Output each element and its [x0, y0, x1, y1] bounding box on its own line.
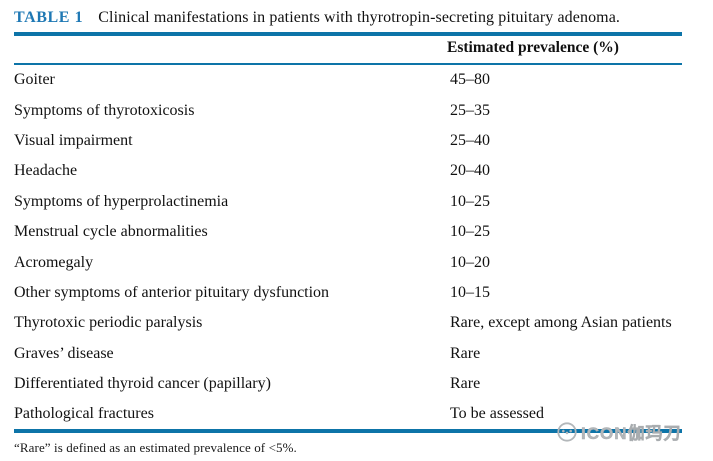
prevalence-cell: 25–35	[450, 101, 490, 119]
manifestation-cell: Pathological fractures	[14, 405, 154, 423]
manifestation-cell: Thyrotoxic periodic paralysis	[14, 314, 203, 332]
table-row: Symptoms of hyperprolactinemia 10–25	[14, 187, 682, 217]
prevalence-cell: 20–40	[450, 162, 490, 180]
table-row: Visual impairment 25–40	[14, 126, 682, 156]
gamma-knife-logo-icon	[557, 421, 577, 442]
table-row: Thyrotoxic periodic paralysis Rare, exce…	[14, 308, 682, 338]
manifestation-cell: Goiter	[14, 71, 55, 89]
table-body: Goiter 45–80 Symptoms of thyrotoxicosis …	[14, 65, 682, 430]
table-row: Pathological fractures To be assessed	[14, 399, 682, 429]
manifestation-cell: Menstrual cycle abnormalities	[14, 223, 208, 241]
table-footnote: “Rare” is defined as an estimated preval…	[14, 440, 297, 455]
prevalence-cell: 10–25	[450, 223, 490, 241]
table-row: Graves’ disease Rare	[14, 339, 682, 369]
manifestation-cell: Differentiated thyroid cancer (papillary…	[14, 375, 271, 393]
manifestation-cell: Graves’ disease	[14, 344, 114, 362]
prevalence-cell: 10–25	[450, 192, 490, 210]
table-row: Differentiated thyroid cancer (papillary…	[14, 369, 682, 399]
manifestation-cell: Symptoms of hyperprolactinemia	[14, 192, 229, 210]
prevalence-cell: Rare	[450, 344, 481, 362]
watermark-text: ICON伽玛刀	[581, 424, 682, 444]
manifestation-cell: Symptoms of thyrotoxicosis	[14, 101, 195, 119]
table-row: Menstrual cycle abnormalities 10–25	[14, 217, 682, 247]
bottom-rule	[14, 429, 682, 433]
top-rule	[14, 32, 682, 36]
header-rule	[14, 63, 682, 65]
prevalence-cell: Rare, except among Asian patients	[450, 314, 672, 332]
table-row: Headache 20–40	[14, 156, 682, 186]
watermark: ICON伽玛刀	[556, 419, 682, 444]
table-row: Acromegaly 10–20	[14, 247, 682, 277]
table-row: Other symptoms of anterior pituitary dys…	[14, 278, 682, 308]
prevalence-cell: To be assessed	[450, 405, 544, 423]
table-number-label: TABLE 1	[14, 9, 84, 26]
manifestation-cell: Other symptoms of anterior pituitary dys…	[14, 283, 330, 301]
prevalence-cell: Rare	[450, 375, 481, 393]
prevalence-cell: 45–80	[450, 71, 490, 89]
table-row: Goiter 45–80	[14, 65, 682, 95]
manifestation-cell: Acromegaly	[14, 253, 94, 271]
prevalence-cell: 25–40	[450, 131, 490, 149]
table-title: TABLE 1 Clinical manifestations in patie…	[14, 8, 704, 28]
column-header-prevalence: Estimated prevalence (%)	[447, 39, 619, 56]
table-caption: Clinical manifestations in patients with…	[98, 9, 621, 26]
manifestation-cell: Headache	[14, 162, 78, 180]
prevalence-cell: 10–15	[450, 283, 490, 301]
table-row: Symptoms of thyrotoxicosis 25–35	[14, 95, 682, 125]
prevalence-cell: 10–20	[450, 253, 490, 271]
manifestation-cell: Visual impairment	[14, 131, 133, 149]
